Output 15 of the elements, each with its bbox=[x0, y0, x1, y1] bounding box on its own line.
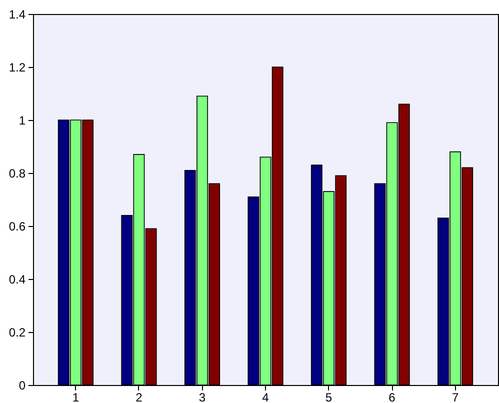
x-tick-label: 6 bbox=[388, 390, 396, 403]
x-tick-label: 1 bbox=[72, 390, 80, 403]
y-tick-label: 0.4 bbox=[8, 272, 26, 286]
y-tick-label: 1.4 bbox=[8, 8, 26, 22]
y-tick-label: 1.2 bbox=[8, 60, 26, 74]
y-tick-label: 0 bbox=[18, 378, 26, 392]
x-tick-label: 2 bbox=[136, 390, 143, 403]
x-tick-label: 5 bbox=[325, 390, 332, 403]
x-tick-label: 3 bbox=[198, 390, 206, 403]
y-tick-label: 0.2 bbox=[8, 326, 26, 340]
y-tick-label: 0.6 bbox=[8, 220, 26, 234]
y-tick-label: 0.8 bbox=[8, 166, 26, 180]
x-tick-label: 4 bbox=[262, 390, 270, 403]
x-tick-label: 7 bbox=[452, 390, 459, 403]
y-tick-label: 1 bbox=[18, 114, 26, 128]
